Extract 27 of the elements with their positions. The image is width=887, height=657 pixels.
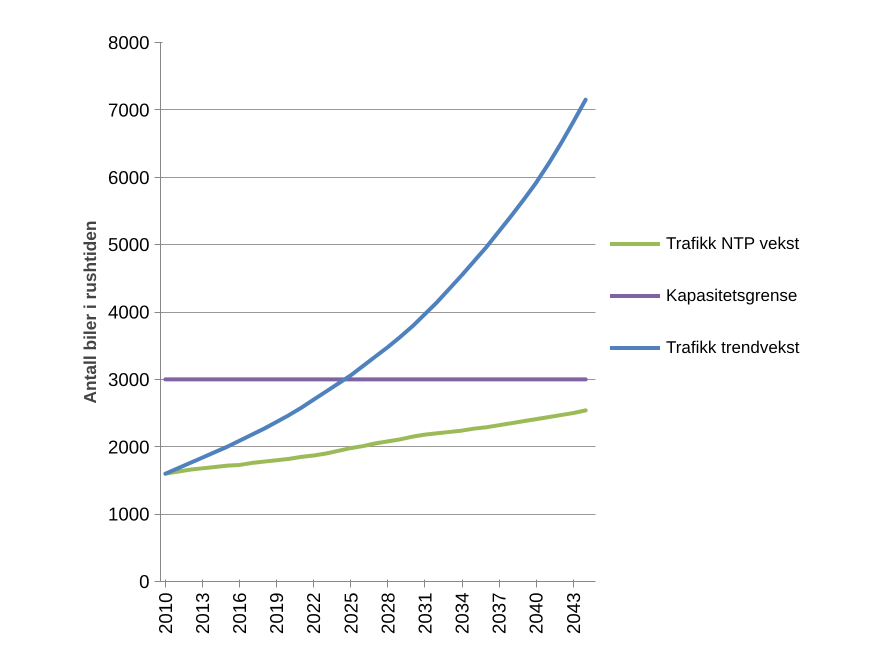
y-tick-label: 2000	[108, 436, 150, 458]
x-tick-label: 2034	[452, 592, 473, 634]
x-tick-label: 2019	[266, 592, 288, 634]
x-tick-label: 2028	[377, 592, 398, 634]
x-tick-label: 2031	[414, 592, 436, 634]
y-tick-label: 5000	[108, 234, 150, 256]
x-tick-label: 2043	[562, 592, 584, 634]
y-tick-label: 7000	[108, 99, 150, 120]
y-tick-label: 8000	[108, 32, 150, 53]
x-tick-label: 2010	[154, 592, 176, 634]
y-tick-label: 3000	[108, 368, 150, 390]
x-tick-label: 2016	[229, 592, 250, 634]
y-axis-title: Antall biler i rushtiden	[80, 220, 100, 404]
x-tick-label: 2025	[340, 592, 362, 634]
legend-label: Kapasitetsgrense	[666, 284, 798, 307]
line-series	[163, 408, 588, 476]
x-tick-label: 2022	[303, 592, 324, 634]
legend-label: Trafikk NTP vekst	[666, 232, 800, 255]
y-tick-label: 1000	[108, 504, 150, 525]
y-tick-label: 4000	[108, 302, 150, 322]
x-tick-label: 2013	[192, 592, 214, 634]
y-tick-label: 6000	[108, 166, 150, 188]
y-tick-label: 0	[139, 571, 150, 592]
x-tick-label: 2037	[488, 592, 510, 634]
x-tick-label: 2040	[526, 592, 547, 634]
line-series	[163, 98, 588, 476]
legend-label: Trafikk trendvekst	[666, 337, 800, 360]
